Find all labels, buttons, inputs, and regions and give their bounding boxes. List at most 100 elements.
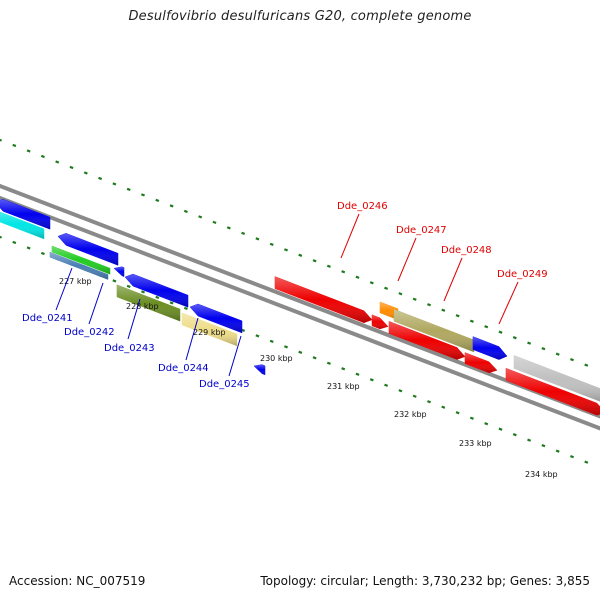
- tick-dot-inner: [12, 240, 17, 245]
- gene-feature-shade: [514, 355, 600, 402]
- tick-label: 232 kbp: [394, 410, 427, 419]
- gene-feature-shade: [125, 274, 188, 308]
- gene-label-leader: [498, 281, 519, 325]
- tick-label: 231 kbp: [327, 382, 360, 391]
- gene-label: Dde_0249: [497, 269, 548, 280]
- tick-dot-inner: [40, 251, 45, 256]
- tick-dot-outer: [141, 193, 145, 197]
- tick-dot-outer: [112, 182, 117, 186]
- gene-feature-shade: [182, 312, 237, 346]
- gene-feature-shade: [389, 321, 465, 360]
- tick-dot-inner: [284, 345, 288, 349]
- tick-dot-outer: [40, 154, 45, 159]
- tick-dot-outer: [512, 336, 517, 340]
- tick-dot-outer: [0, 138, 2, 142]
- tick-dot-outer: [55, 160, 60, 164]
- gene-feature-shade: [58, 233, 118, 266]
- tick-dot-outer: [241, 231, 246, 235]
- tick-dot-inner: [155, 295, 160, 300]
- gene-feature-shade: [0, 199, 50, 230]
- tick-dot-inner: [498, 427, 503, 431]
- gene-feature-shade: [190, 304, 242, 333]
- tick-dot-outer: [527, 341, 532, 345]
- tick-dot-inner: [469, 416, 474, 420]
- gene-feature-shade: [473, 336, 507, 360]
- tick-dot-inner: [355, 372, 360, 376]
- gene-label: Dde_0243: [104, 343, 155, 354]
- backbone-outer: [0, 183, 600, 419]
- tick-dot-outer: [284, 248, 288, 252]
- tick-dot-inner: [441, 405, 446, 409]
- tick-dot-outer: [455, 314, 460, 318]
- tick-dot-outer: [212, 220, 217, 224]
- tick-dot-outer: [198, 215, 203, 219]
- gene-features: [0, 198, 600, 416]
- tick-dot-inner: [326, 361, 331, 365]
- tick-dot-outer: [570, 358, 574, 362]
- tick-dot-inner: [527, 438, 532, 442]
- tick-dot-outer: [269, 242, 274, 246]
- tick-dot-outer: [255, 237, 260, 241]
- tick-dot-outer: [341, 270, 346, 274]
- gene-label: Dde_0247: [396, 225, 447, 236]
- tick-label: 228 kbp: [126, 302, 159, 311]
- tick-dot-outer: [69, 165, 74, 170]
- gene-label-leader: [88, 282, 104, 325]
- tick-dot-outer: [12, 143, 17, 148]
- tick-dot-outer: [298, 253, 303, 257]
- gene-feature-shade: [114, 266, 124, 277]
- tick-dot-inner: [141, 290, 145, 294]
- tick-labels: 227 kbp 228 kbp 229 kbp 230 kbp 231 kbp 232 k…: [59, 277, 558, 479]
- tick-dot-inner: [427, 400, 431, 404]
- gene-feature-shade: [506, 368, 600, 416]
- gene-label-leader: [228, 335, 242, 377]
- tick-dot-inner: [512, 433, 517, 437]
- tick-dot-outer: [498, 330, 503, 334]
- tick-dot-inner: [298, 350, 303, 354]
- tick-dot-inner: [484, 422, 489, 426]
- tick-dot-inner: [112, 279, 117, 283]
- tick-dots: [0, 138, 589, 464]
- tick-dot-inner: [369, 378, 374, 382]
- gene-label: Dde_0242: [64, 327, 115, 338]
- tick-dot-inner: [555, 449, 560, 453]
- gene-feature-shade: [394, 309, 474, 352]
- tick-dot-outer: [427, 303, 431, 307]
- gene-label: Dde_0245: [199, 379, 250, 390]
- tick-dot-inner: [126, 284, 131, 289]
- genome-summary-text: Topology: circular; Length: 3,730,232 bp…: [260, 574, 590, 588]
- tick-dot-outer: [398, 292, 403, 296]
- gene-feature-shade: [380, 301, 398, 320]
- tick-label: 234 kbp: [525, 470, 558, 479]
- tick-dot-outer: [126, 187, 131, 192]
- tick-dot-outer: [441, 308, 446, 312]
- tick-dot-outer: [83, 171, 88, 175]
- gene-label-leader: [55, 267, 73, 311]
- tick-dot-inner: [398, 389, 403, 393]
- tick-dot-outer: [155, 198, 160, 203]
- gene-label-leader: [340, 213, 360, 259]
- gene-label-leader: [397, 237, 417, 282]
- tick-dot-outer: [183, 209, 188, 214]
- tick-dot-outer: [312, 259, 317, 263]
- gene-label: Dde_0248: [441, 245, 492, 256]
- gene-feature-shade: [465, 352, 497, 373]
- gene-label: Dde_0246: [337, 201, 388, 212]
- tick-label: 227 kbp: [59, 277, 92, 286]
- gene-feature-shade: [50, 252, 108, 280]
- tick-label: 229 kbp: [193, 328, 226, 337]
- tick-dot-outer: [412, 297, 417, 301]
- map-title: Desulfovibrio desulfuricans G20, complet…: [128, 9, 472, 24]
- tick-dot-outer: [469, 319, 474, 323]
- tick-dot-inner: [412, 394, 417, 398]
- gene-label-leader: [127, 298, 141, 340]
- tick-label: 233 kbp: [459, 439, 492, 448]
- tick-dot-outer: [355, 275, 360, 279]
- tick-dot-inner: [341, 367, 346, 371]
- tick-label: 230 kbp: [260, 354, 293, 363]
- tick-dot-outer: [26, 149, 31, 153]
- accession-text: Accession: NC_007519: [9, 574, 146, 588]
- tick-dot-outer: [484, 325, 489, 329]
